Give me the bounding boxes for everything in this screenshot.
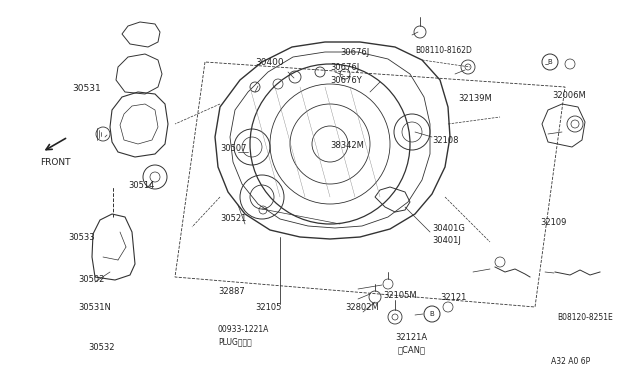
Text: 30676J: 30676J bbox=[340, 48, 369, 57]
Text: 30531N: 30531N bbox=[78, 304, 111, 312]
Text: B08120-8251E: B08120-8251E bbox=[557, 314, 612, 323]
Text: B: B bbox=[429, 311, 435, 317]
Text: 30533: 30533 bbox=[68, 232, 95, 241]
Text: 38342M: 38342M bbox=[330, 141, 364, 150]
Text: 32121: 32121 bbox=[440, 294, 467, 302]
Text: 30401G: 30401G bbox=[432, 224, 465, 232]
Text: 30514: 30514 bbox=[128, 180, 154, 189]
Text: 32006M: 32006M bbox=[552, 90, 586, 99]
Text: PLUGプラグ: PLUGプラグ bbox=[218, 337, 252, 346]
Text: 30676Y: 30676Y bbox=[330, 76, 362, 84]
Text: 30521: 30521 bbox=[220, 214, 246, 222]
Text: A32 A0 6P: A32 A0 6P bbox=[551, 357, 590, 366]
Text: 30676J: 30676J bbox=[330, 62, 359, 71]
Text: 30502: 30502 bbox=[78, 276, 104, 285]
Text: 32121A: 32121A bbox=[395, 333, 427, 341]
Text: 32109: 32109 bbox=[540, 218, 566, 227]
Text: B: B bbox=[548, 59, 552, 65]
Text: FRONT: FRONT bbox=[40, 157, 70, 167]
Text: 30507: 30507 bbox=[220, 144, 246, 153]
Text: 00933-1221A: 00933-1221A bbox=[218, 326, 269, 334]
Text: 30400: 30400 bbox=[255, 58, 284, 67]
Text: B08110-8162D: B08110-8162D bbox=[415, 45, 472, 55]
Text: 32802M: 32802M bbox=[345, 304, 379, 312]
Text: 32887: 32887 bbox=[218, 288, 244, 296]
Text: 32105M: 32105M bbox=[383, 291, 417, 299]
Text: 32105: 32105 bbox=[255, 304, 282, 312]
Text: 32139M: 32139M bbox=[458, 93, 492, 103]
Text: 32108: 32108 bbox=[432, 135, 458, 144]
Text: 30532: 30532 bbox=[88, 343, 115, 353]
Text: 30531: 30531 bbox=[72, 83, 100, 93]
Text: （CAN）: （CAN） bbox=[398, 346, 426, 355]
Text: 30401J: 30401J bbox=[432, 235, 461, 244]
